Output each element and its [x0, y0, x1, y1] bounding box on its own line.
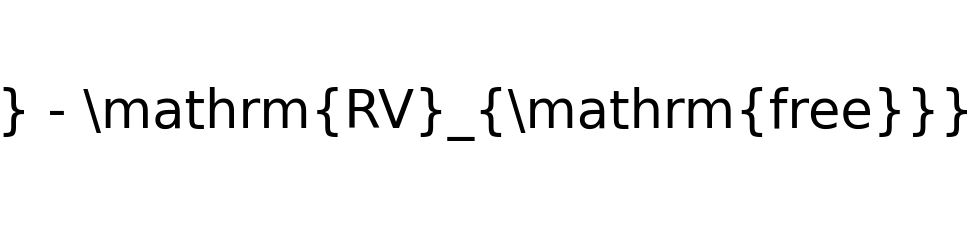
Text: EE(\%) = \dfrac{\mathrm{RV}_{\mathrm{total}} - \mathrm{RV}_{\mathrm{free}}}{\mat: EE(\%) = \dfrac{\mathrm{RV}_{\mathrm{tot…: [0, 87, 975, 141]
